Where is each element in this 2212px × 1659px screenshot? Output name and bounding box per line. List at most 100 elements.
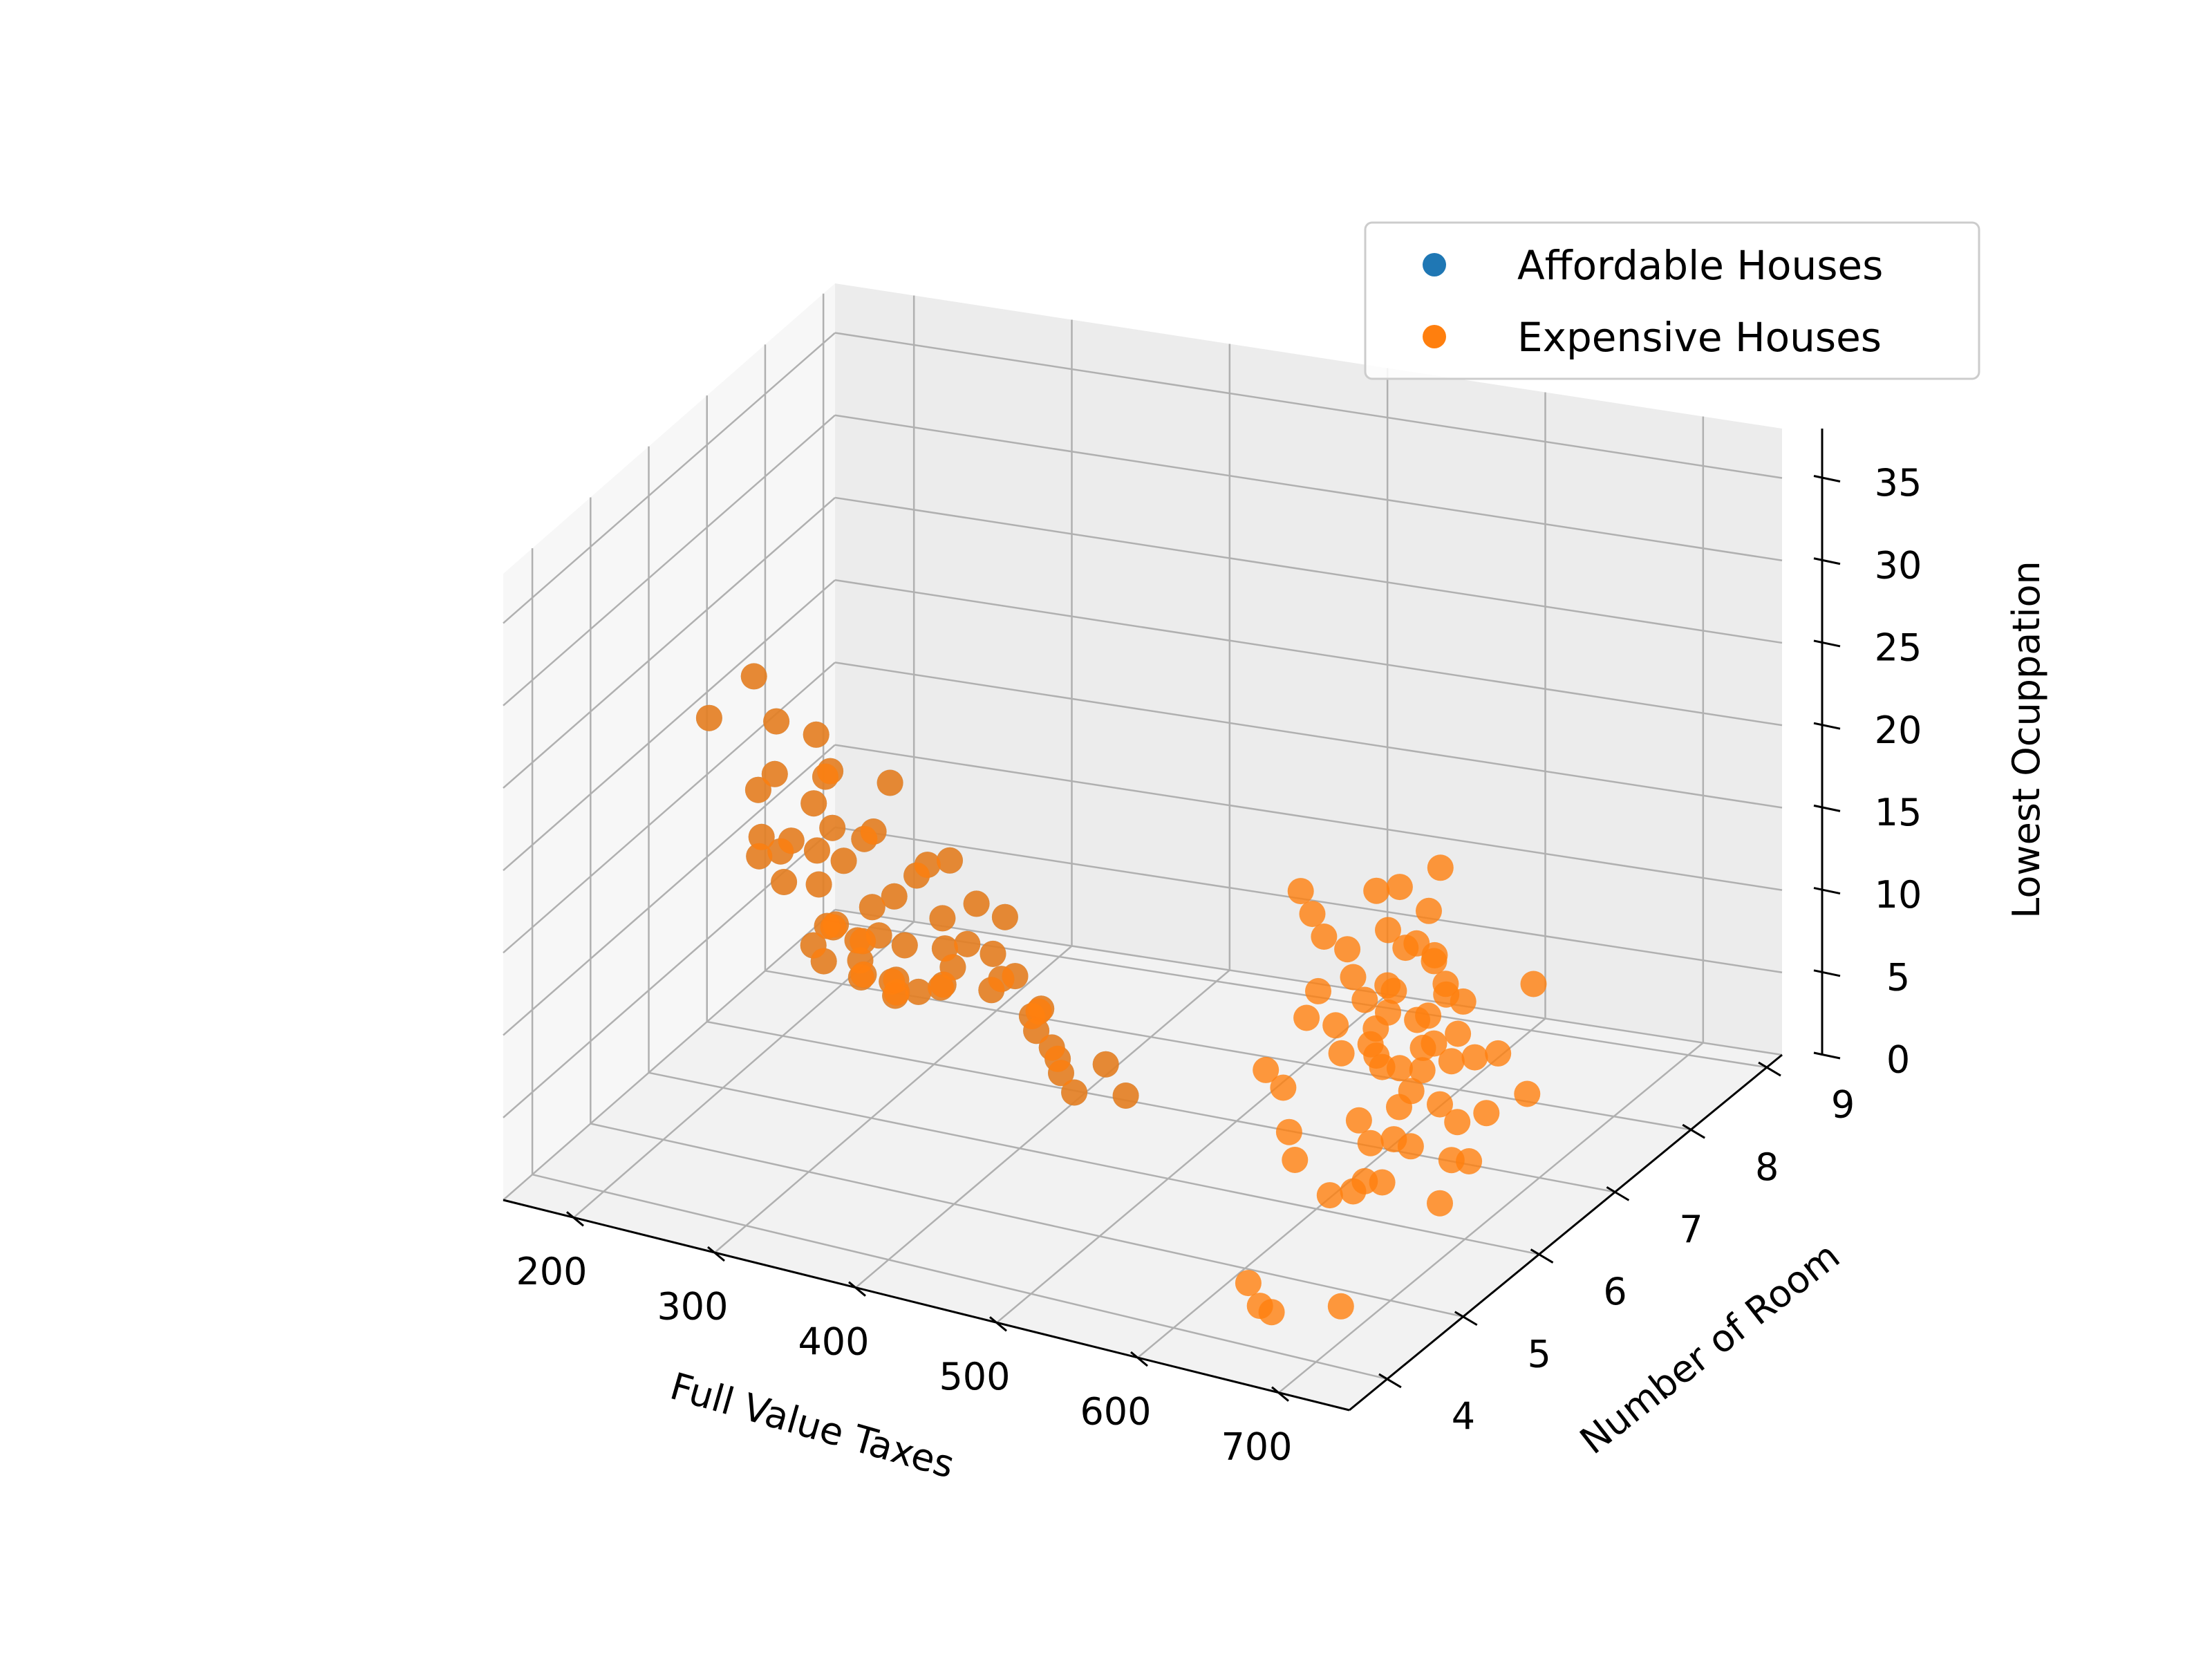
z-tick [1813,887,1841,895]
grid-z-back [834,744,1783,891]
data-point-expensive-houses [1375,917,1401,944]
z-tick-label: 5 [1886,955,1910,999]
data-point-expensive-houses [1357,1130,1384,1156]
data-point-expensive-houses [800,932,827,959]
data-point-expensive-houses [1386,874,1413,901]
data-point-expensive-houses [881,883,908,910]
x-axis-label: Full Value Taxes [666,1365,959,1487]
z-axis-label: Lowest Ocuppation [2005,561,2048,919]
data-point-expensive-houses [1048,1060,1074,1087]
data-point-expensive-houses [748,823,775,850]
y-tick-label: 8 [1755,1145,1779,1189]
data-point-expensive-houses [1421,948,1447,975]
data-point-expensive-houses [905,978,932,1005]
grid-z-left [503,497,836,789]
data-point-expensive-houses [1275,1118,1302,1145]
data-point-expensive-houses [1002,963,1029,990]
data-point-expensive-houses [1112,1082,1139,1109]
data-point-expensive-houses [1444,1109,1471,1136]
legend: Affordable Houses Expensive Houses [1364,221,1980,380]
data-point-expensive-houses [1386,1094,1412,1121]
data-point-expensive-houses [980,940,1006,967]
data-point-expensive-houses [1438,1048,1465,1075]
grid-x-floor [1278,1042,1704,1394]
grid-lines [503,293,1783,1394]
data-point-expensive-houses [744,776,771,803]
data-point-expensive-houses [1061,1079,1088,1106]
data-point-expensive-houses [1293,1004,1320,1031]
data-point-expensive-houses [865,922,892,949]
data-point-expensive-houses [763,708,790,735]
data-point-expensive-houses [1316,1182,1343,1209]
data-point-expensive-houses [746,843,773,870]
data-point-expensive-houses [883,966,910,993]
grid-y-floor [590,1123,1464,1318]
y-tick-label: 4 [1452,1395,1475,1438]
data-point-expensive-houses [1351,986,1378,1013]
data-point-expensive-houses [1322,1012,1349,1039]
data-point-expensive-houses [1461,1044,1488,1071]
data-point-expensive-houses [803,721,830,748]
grid-z-back [834,579,1783,727]
data-point-expensive-houses [812,763,838,790]
legend-label-affordable: Affordable Houses [1517,242,1883,289]
z-tick [1813,475,1841,482]
data-point-expensive-houses [814,912,841,939]
left-pane [503,283,835,1200]
z-tick-label: 10 [1875,873,1922,917]
x-axis-line [503,1199,1350,1412]
data-point-expensive-houses [859,894,885,921]
x-tick [566,1211,584,1227]
x-tick-label: 300 [657,1285,728,1329]
data-point-expensive-houses [1427,854,1454,881]
legend-marker-affordable [1423,253,1446,276]
axis-panes [503,283,1782,1410]
data-point-expensive-houses [1327,1293,1354,1320]
data-point-expensive-houses [929,905,956,932]
data-point-expensive-houses [761,760,788,787]
z-tick [1813,969,1841,977]
data-point-expensive-houses [954,930,981,957]
data-point-expensive-houses [1397,1133,1424,1160]
data-point-expensive-houses [1445,1020,1472,1047]
data-point-expensive-houses [928,974,955,1001]
data-point-expensive-houses [1328,1040,1355,1067]
z-tick-label: 30 [1875,543,1922,587]
z-tick-label: 25 [1875,626,1922,670]
data-point-expensive-houses [939,954,966,981]
grid-z-back [834,662,1783,809]
data-point-expensive-houses [1369,1053,1396,1080]
tick-marks [566,475,1841,1402]
data-point-expensive-houses [1092,1051,1119,1078]
grid-z-back [834,332,1783,479]
z-tick-label: 20 [1875,709,1922,752]
grid-z-left [503,744,836,1036]
grid-x-floor [996,993,1388,1324]
data-point-expensive-houses [800,790,827,817]
data-point-expensive-houses [1403,930,1430,957]
data-point-expensive-houses [1253,1056,1280,1083]
data-point-expensive-houses [1023,1018,1050,1044]
x-tick [848,1281,866,1297]
data-point-expensive-houses [1450,988,1477,1015]
y-tick-label: 9 [1831,1083,1855,1127]
data-point-expensive-houses [1305,977,1331,1004]
z-tick [1813,1051,1841,1060]
grid-y-floor [648,1071,1539,1255]
data-point-expensive-houses [1421,1030,1447,1057]
data-point-expensive-houses [963,890,990,917]
z-tick-label: 15 [1875,791,1922,834]
grid-z-left [503,414,836,706]
data-point-expensive-houses [740,663,767,690]
data-point-expensive-houses [1258,1299,1285,1326]
y-tick [1378,1373,1402,1389]
tick-labels: 200 300 400 500 600 700 4 5 6 7 8 90 5 10 15 20 25 30 35 [516,461,1922,1468]
y-tick-label: 5 [1528,1332,1551,1376]
y-tick [1758,1061,1781,1077]
data-point-expensive-houses [1340,964,1367,991]
x-tick-label: 500 [939,1355,1010,1398]
grid-z-back [834,908,1783,1056]
data-point-expensive-houses [847,964,874,991]
x-tick [707,1246,725,1262]
z-tick [1813,557,1841,565]
